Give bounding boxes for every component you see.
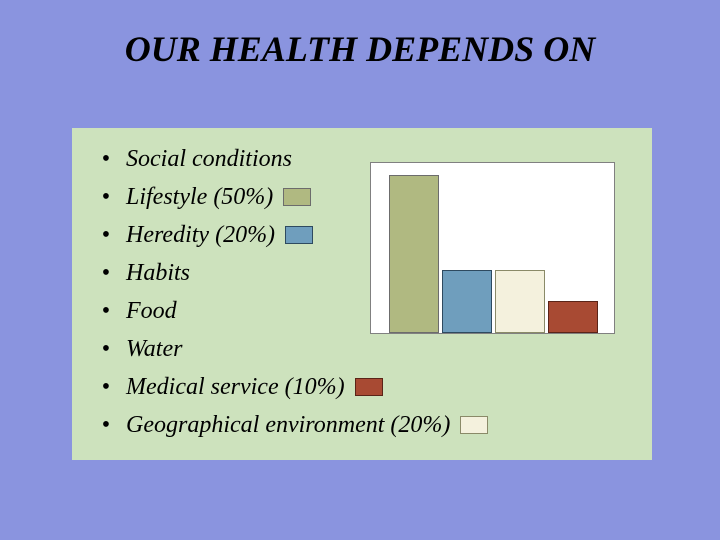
slide: OUR HEALTH DEPENDS ON •Social conditions… bbox=[0, 0, 720, 540]
list-item-label: Geographical environment (20%) bbox=[126, 406, 450, 444]
legend-swatch bbox=[283, 188, 311, 206]
list-item: •Geographical environment (20%) bbox=[86, 406, 488, 444]
chart-bar bbox=[495, 270, 545, 333]
legend-swatch bbox=[285, 226, 313, 244]
bullet-icon: • bbox=[86, 254, 126, 292]
list-item: •Medical service (10%) bbox=[86, 368, 488, 406]
legend-swatch bbox=[460, 416, 488, 434]
legend-swatch bbox=[355, 378, 383, 396]
bullet-icon: • bbox=[86, 140, 126, 178]
list-item-label: Social conditions bbox=[126, 140, 292, 178]
page-title: OUR HEALTH DEPENDS ON bbox=[0, 28, 720, 70]
health-factors-chart bbox=[370, 162, 615, 334]
chart-bar bbox=[442, 270, 492, 333]
list-item-label: Water bbox=[126, 330, 182, 368]
bullet-icon: • bbox=[86, 178, 126, 216]
bullet-icon: • bbox=[86, 406, 126, 444]
bullet-icon: • bbox=[86, 330, 126, 368]
list-item-label: Heredity (20%) bbox=[126, 216, 275, 254]
bullet-icon: • bbox=[86, 368, 126, 406]
list-item-label: Habits bbox=[126, 254, 190, 292]
list-item-label: Medical service (10%) bbox=[126, 368, 345, 406]
bullet-icon: • bbox=[86, 292, 126, 330]
chart-bar bbox=[548, 301, 598, 333]
list-item-label: Lifestyle (50%) bbox=[126, 178, 273, 216]
content-panel: •Social conditions•Lifestyle (50%)•Hered… bbox=[72, 128, 652, 460]
list-item-label: Food bbox=[126, 292, 177, 330]
list-item: •Water bbox=[86, 330, 488, 368]
bullet-icon: • bbox=[86, 216, 126, 254]
chart-bar bbox=[389, 175, 439, 333]
